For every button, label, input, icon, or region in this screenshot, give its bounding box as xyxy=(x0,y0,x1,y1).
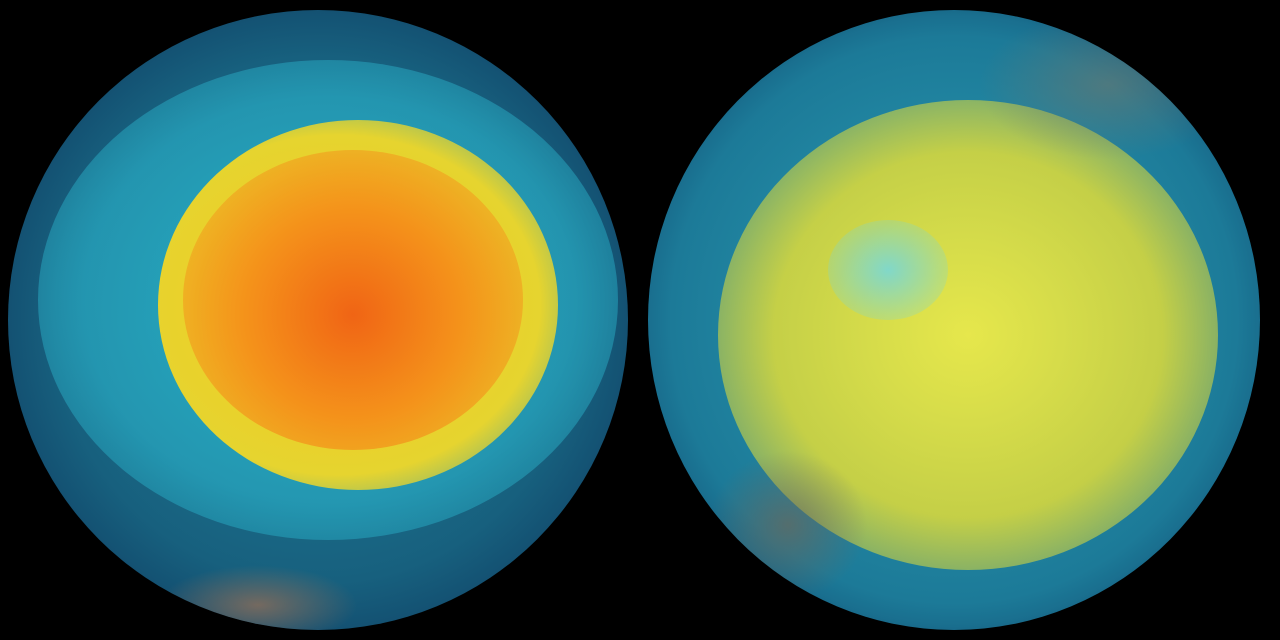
globe-left xyxy=(8,10,628,630)
globe-right xyxy=(648,10,1260,630)
globe-limb-shading xyxy=(648,10,1260,630)
globe-limb-shading xyxy=(8,10,628,630)
